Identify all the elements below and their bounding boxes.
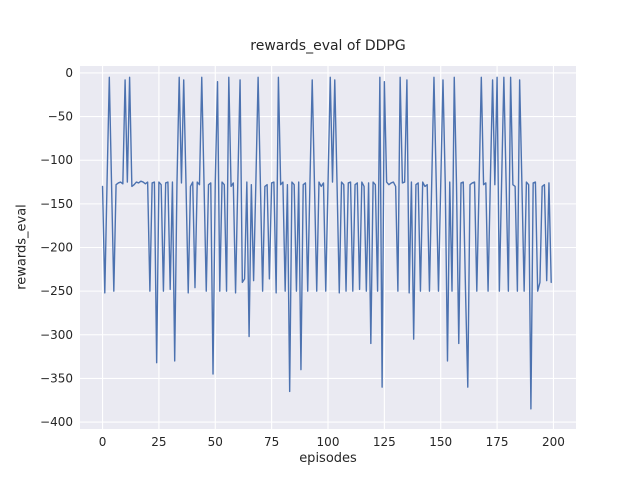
x-tick-label: 100: [317, 435, 340, 449]
x-tick-label: 175: [486, 435, 509, 449]
x-tick-label: 150: [429, 435, 452, 449]
y-tick-label: −350: [40, 371, 73, 385]
x-tick-label: 125: [373, 435, 396, 449]
y-tick-label: −150: [40, 197, 73, 211]
y-tick-label: −50: [48, 110, 73, 124]
x-tick-label: 0: [99, 435, 107, 449]
y-tick-label: −250: [40, 284, 73, 298]
x-tick-label: 200: [542, 435, 565, 449]
y-tick-label: 0: [65, 66, 73, 80]
y-tick-label: −100: [40, 153, 73, 167]
x-tick-label: 25: [151, 435, 166, 449]
x-axis-label: episodes: [299, 451, 357, 466]
line-series: [101, 76, 552, 410]
y-tick-label: −400: [40, 415, 73, 429]
chart-title: rewards_eval of DDPG: [250, 38, 406, 54]
x-tick-label: 50: [208, 435, 223, 449]
y-tick-label: −300: [40, 328, 73, 342]
x-tick-label: 75: [264, 435, 279, 449]
y-tick-label: −200: [40, 241, 73, 255]
